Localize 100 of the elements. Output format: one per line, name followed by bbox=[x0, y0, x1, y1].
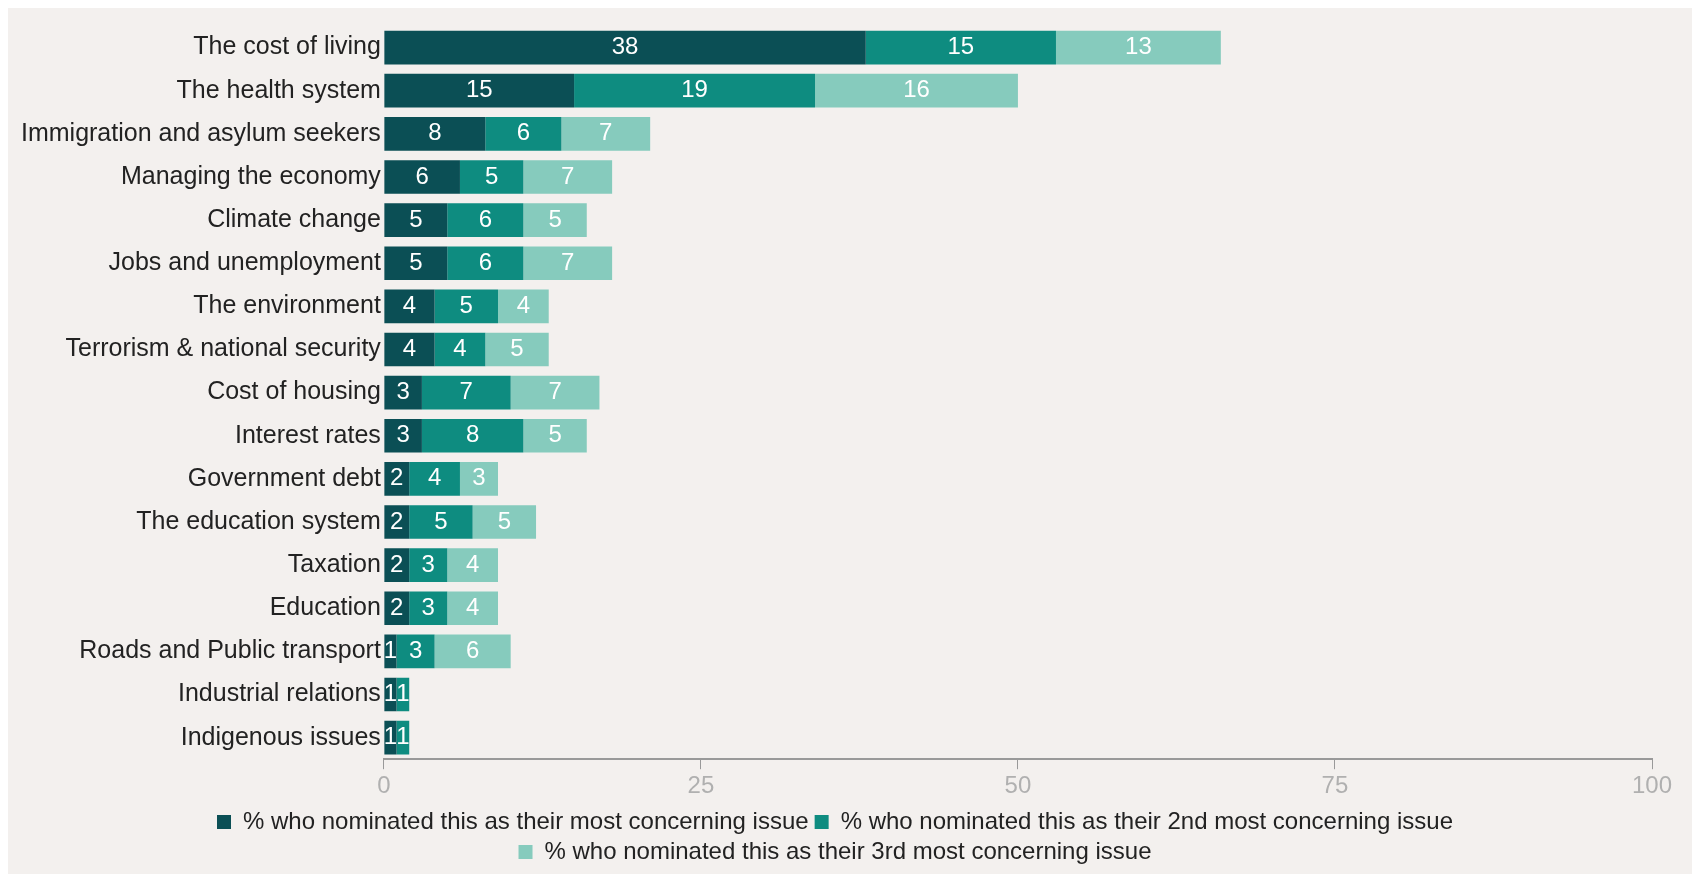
data-label: 13 bbox=[1125, 32, 1152, 60]
data-label: 4 bbox=[465, 592, 480, 620]
data-label: 6 bbox=[415, 161, 429, 189]
bar bbox=[865, 30, 1056, 65]
data-label: 3 bbox=[396, 377, 410, 405]
x-tick-label: 50 bbox=[1004, 771, 1032, 799]
data-label: 5 bbox=[434, 506, 448, 534]
data-label: 4 bbox=[516, 290, 531, 318]
y-tick-label: Taxation bbox=[287, 549, 381, 578]
bar bbox=[384, 73, 575, 108]
bar bbox=[409, 505, 473, 539]
data-label: 4 bbox=[402, 334, 417, 362]
data-label: 5 bbox=[409, 204, 423, 232]
data-label: 6 bbox=[516, 118, 531, 146]
data-label: 3 bbox=[421, 592, 435, 620]
data-label: 1 bbox=[396, 722, 410, 750]
data-label: 16 bbox=[903, 75, 930, 103]
data-label: 5 bbox=[497, 506, 512, 534]
data-label: 4 bbox=[402, 290, 417, 318]
data-label: 4 bbox=[465, 549, 480, 577]
bar bbox=[434, 332, 486, 367]
bar bbox=[447, 246, 524, 281]
bar bbox=[421, 375, 511, 410]
bar bbox=[1055, 30, 1221, 65]
y-tick-label: Managing the economy bbox=[120, 160, 382, 189]
bar bbox=[459, 462, 498, 496]
bar bbox=[459, 160, 524, 194]
bar bbox=[384, 246, 448, 281]
data-label: 1 bbox=[383, 636, 398, 663]
bar bbox=[384, 375, 422, 410]
y-tick-label: The education system bbox=[136, 505, 381, 534]
y-tick-label: The environment bbox=[193, 290, 381, 319]
bar bbox=[384, 289, 435, 324]
y-tick-label: Education bbox=[269, 592, 381, 621]
data-label: 4 bbox=[453, 334, 467, 362]
data-label: 1 bbox=[383, 679, 398, 707]
data-label: 6 bbox=[478, 204, 492, 232]
data-label: 3 bbox=[408, 636, 423, 663]
bar bbox=[384, 117, 486, 151]
bar bbox=[561, 117, 651, 151]
bar bbox=[384, 30, 866, 65]
y-tick-label: Roads and Public transport bbox=[79, 635, 381, 664]
data-label: 8 bbox=[428, 118, 442, 146]
bar bbox=[384, 332, 435, 367]
x-tick-label: 25 bbox=[687, 771, 715, 799]
bar bbox=[434, 289, 498, 324]
data-label: 6 bbox=[478, 247, 492, 275]
data-label: 5 bbox=[548, 420, 562, 448]
data-label: 5 bbox=[459, 290, 473, 318]
data-label: 15 bbox=[947, 32, 975, 60]
data-label: 5 bbox=[409, 247, 423, 275]
bar bbox=[472, 505, 537, 539]
bar bbox=[523, 160, 613, 194]
data-label: 3 bbox=[472, 463, 486, 491]
data-label: 2 bbox=[390, 506, 404, 534]
y-tick-label: Industrial relations bbox=[177, 678, 381, 707]
bar bbox=[434, 634, 511, 669]
data-label: 1 bbox=[396, 679, 410, 707]
y-tick-label: Interest rates bbox=[234, 419, 381, 448]
bar bbox=[421, 418, 524, 453]
data-label: 8 bbox=[465, 420, 480, 448]
y-tick-label: Government debt bbox=[187, 462, 381, 491]
y-tick-label: Immigration and asylum seekers bbox=[20, 117, 381, 146]
bar bbox=[384, 418, 422, 453]
data-label: 6 bbox=[465, 636, 480, 663]
bar bbox=[409, 591, 448, 626]
data-label: 1 bbox=[383, 722, 398, 750]
bar bbox=[384, 203, 448, 237]
data-label: 5 bbox=[510, 334, 524, 362]
bar bbox=[485, 332, 549, 367]
bar bbox=[523, 203, 587, 237]
bar bbox=[523, 246, 613, 281]
data-label: 3 bbox=[396, 420, 410, 448]
bar bbox=[510, 375, 600, 410]
bar bbox=[523, 418, 587, 453]
data-label: 7 bbox=[548, 377, 562, 405]
y-tick-label: Indigenous issues bbox=[180, 721, 381, 750]
bar bbox=[384, 160, 460, 194]
bar bbox=[498, 289, 549, 324]
y-tick-label: The health system bbox=[176, 74, 381, 103]
y-tick-label: Climate change bbox=[207, 203, 381, 232]
bar bbox=[409, 548, 448, 582]
y-tick-label: Terrorism & national security bbox=[65, 333, 382, 362]
y-tick-label: The cost of living bbox=[193, 31, 381, 60]
data-label: 5 bbox=[548, 204, 562, 232]
x-tick-label: 100 bbox=[1631, 771, 1673, 799]
data-label: 2 bbox=[390, 463, 404, 491]
x-tick-label: 75 bbox=[1321, 771, 1349, 799]
bar bbox=[447, 548, 498, 582]
data-label: 2 bbox=[390, 549, 404, 577]
data-label: 7 bbox=[459, 377, 473, 405]
bar bbox=[485, 117, 562, 151]
data-label: 15 bbox=[465, 75, 493, 103]
bar bbox=[409, 462, 460, 496]
data-label: 3 bbox=[421, 549, 435, 577]
data-label: 38 bbox=[611, 32, 639, 60]
y-tick-label: Jobs and unemployment bbox=[108, 247, 381, 276]
data-label: 7 bbox=[561, 161, 575, 189]
y-tick-label: Cost of housing bbox=[207, 376, 381, 405]
x-tick-label: 0 bbox=[377, 771, 391, 799]
